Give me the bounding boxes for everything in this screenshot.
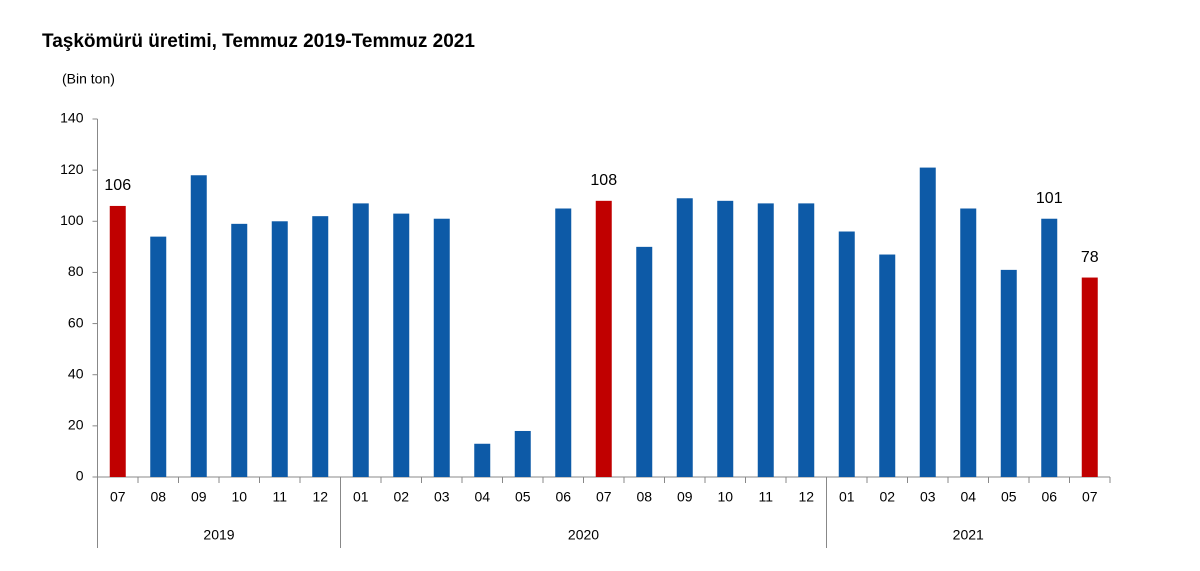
- bar: [595, 200, 612, 478]
- y-tick-label: 40: [68, 365, 84, 381]
- x-tick-label: 09: [191, 489, 207, 505]
- x-tick-label: 01: [839, 489, 855, 505]
- y-tick-label: 100: [60, 212, 84, 228]
- x-tick-label: 11: [758, 489, 773, 505]
- bar: [150, 236, 167, 477]
- bar: [352, 203, 369, 477]
- x-tick-label: 10: [231, 489, 247, 505]
- x-tick-label: 12: [798, 489, 814, 505]
- x-tick-label: 10: [717, 489, 733, 505]
- bar: [271, 221, 288, 477]
- y-tick-label: 60: [68, 314, 84, 330]
- x-tick-label: 02: [879, 489, 895, 505]
- x-tick-label: 03: [920, 489, 936, 505]
- x-tick-label: 08: [636, 489, 652, 505]
- x-tick-label: 02: [393, 489, 409, 505]
- x-tick-label: 01: [353, 489, 369, 505]
- y-tick-label: 20: [68, 417, 84, 433]
- x-tick-label: 09: [677, 489, 693, 505]
- bar: [636, 246, 653, 477]
- bar: [879, 254, 896, 477]
- bar: [960, 208, 977, 477]
- x-tick-label: 06: [555, 489, 571, 505]
- bar: [676, 198, 693, 477]
- group-label: 2020: [568, 527, 599, 543]
- bar: [1041, 218, 1058, 477]
- bar: [1081, 277, 1098, 477]
- bar: [474, 443, 491, 477]
- group-label: 2021: [953, 527, 984, 543]
- x-tick-label: 04: [960, 489, 976, 505]
- bar: [919, 167, 936, 478]
- x-tick-label: 03: [434, 489, 450, 505]
- x-tick-label: 08: [150, 489, 166, 505]
- bar: [838, 231, 855, 477]
- bar: [433, 218, 450, 477]
- bar: [717, 200, 734, 478]
- x-tick-label: 05: [1001, 489, 1017, 505]
- data-label: 101: [1036, 190, 1063, 207]
- x-tick-label: 12: [312, 489, 328, 505]
- x-tick-label: 07: [110, 489, 126, 505]
- bar: [312, 216, 329, 477]
- bar: [190, 175, 207, 477]
- x-tick-label: 05: [515, 489, 531, 505]
- y-tick-label: 80: [68, 263, 84, 279]
- bar: [798, 203, 815, 477]
- y-tick-label: 120: [60, 161, 84, 177]
- y-tick-label: 0: [76, 468, 84, 484]
- data-label: 78: [1081, 249, 1099, 266]
- bar: [514, 430, 531, 477]
- x-tick-label: 07: [596, 489, 612, 505]
- y-axis-label: (Bin ton): [62, 71, 115, 87]
- bar: [393, 213, 410, 477]
- y-tick-label: 140: [60, 110, 84, 126]
- x-tick-label: 04: [474, 489, 490, 505]
- chart-title: Taşkömürü üretimi, Temmuz 2019-Temmuz 20…: [42, 31, 475, 52]
- data-label: 108: [590, 172, 617, 189]
- bar: [231, 223, 248, 477]
- bar: [555, 208, 572, 477]
- x-tick-label: 11: [272, 489, 287, 505]
- data-label: 106: [104, 177, 131, 194]
- bar: [109, 205, 126, 477]
- x-tick-label: 07: [1082, 489, 1098, 505]
- bar: [757, 203, 774, 477]
- group-label: 2019: [203, 527, 234, 543]
- x-tick-label: 06: [1041, 489, 1057, 505]
- bar: [1000, 269, 1017, 477]
